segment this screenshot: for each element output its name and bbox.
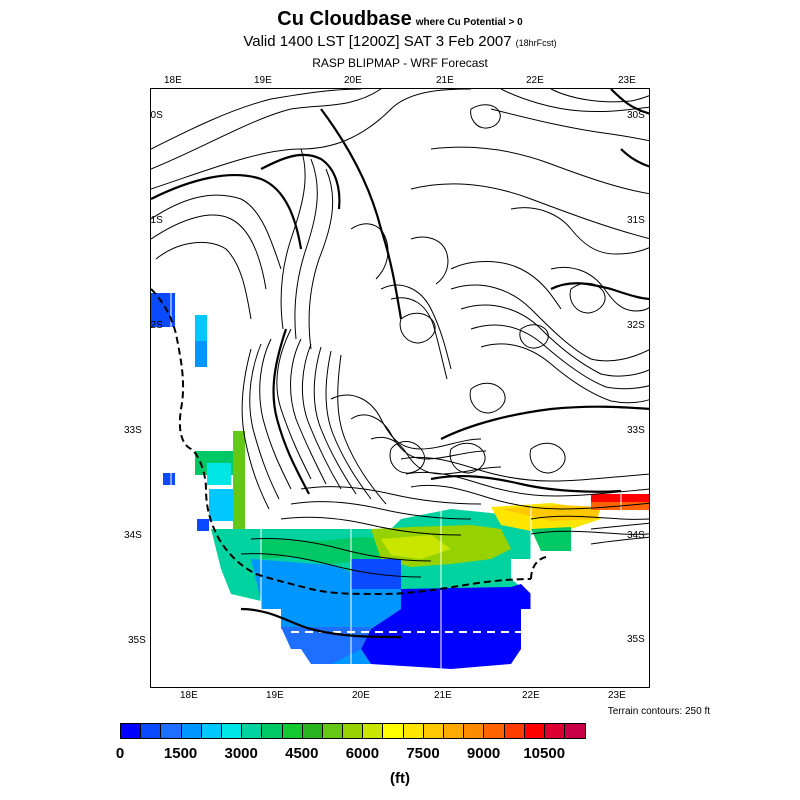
colorbar-swatch xyxy=(302,724,323,738)
right-lat-label: 30S xyxy=(627,110,645,121)
colorbar-swatch xyxy=(161,724,182,738)
right-lat-label: 34S xyxy=(627,530,645,541)
right-lat-label: 35S xyxy=(627,634,645,645)
map-title: Cu Cloudbase where Cu Potential > 0 xyxy=(0,8,800,31)
fill-cell xyxy=(209,489,233,521)
colorbar-swatch xyxy=(322,724,344,738)
map-canvas xyxy=(151,89,649,687)
left-lat-label: 34S xyxy=(124,530,142,541)
colorbar-swatch xyxy=(262,724,283,738)
colorbar-label: 10500 xyxy=(523,745,566,762)
bottom-lon-label: 20E xyxy=(352,690,370,701)
right-lat-label: 33S xyxy=(627,425,645,436)
map-area: 30S 31S 32S 30S 31S 32S 33S 34S 35S xyxy=(150,88,650,688)
fill-region xyxy=(361,584,531,669)
valid-time: Valid 1400 LST [1200Z] SAT 3 Feb 2007 (18… xyxy=(0,33,800,50)
top-lon-label: 22E xyxy=(526,75,544,86)
colorbar-label: 0 xyxy=(115,745,125,762)
colorbar xyxy=(120,723,587,739)
bottom-lon-label: 22E xyxy=(522,690,540,701)
colorbar-label: 3000 xyxy=(224,745,258,762)
colorbar-swatch xyxy=(544,724,566,738)
graticule xyxy=(170,89,622,687)
top-lon-label: 20E xyxy=(344,75,362,86)
colorbar-label: 1500 xyxy=(163,745,198,762)
colorbar-swatch xyxy=(221,724,243,738)
top-lon-label: 18E xyxy=(164,75,182,86)
bottom-lon-label: 23E xyxy=(608,690,626,701)
coastline xyxy=(151,288,547,596)
colorbar-swatch xyxy=(282,724,303,738)
top-lon-label: 23E xyxy=(618,75,636,86)
fill-cell xyxy=(163,473,175,485)
colorbar-swatch xyxy=(403,724,424,738)
colorbar-swatch xyxy=(383,724,404,738)
fill-cell xyxy=(591,494,649,502)
colorbar-swatch xyxy=(343,724,364,738)
left-lat-label: 30S xyxy=(150,110,163,121)
colorbar-swatch xyxy=(484,724,505,738)
left-lat-label: 33S xyxy=(124,425,142,436)
terrain-contours xyxy=(151,89,649,578)
colorbar-label: 7500 xyxy=(406,745,440,762)
colorbar-label: 6000 xyxy=(345,745,380,762)
top-lon-label: 19E xyxy=(254,75,272,86)
fill-cell xyxy=(195,341,207,367)
fill-cell xyxy=(197,519,209,531)
colorbar-swatch xyxy=(565,724,586,738)
left-lat-label: 35S xyxy=(128,635,146,646)
colorbar-label: 4500 xyxy=(285,745,319,762)
left-lat-label: 31S xyxy=(150,215,163,226)
terrain-contour-note: Terrain contours: 250 ft xyxy=(607,706,710,717)
colorbar-swatch xyxy=(201,724,222,738)
colorbar-swatch xyxy=(181,724,202,738)
fill-cell xyxy=(207,463,231,485)
colorbar-swatch xyxy=(524,724,545,738)
fill-cell xyxy=(233,431,245,539)
model-name: RASP BLIPMAP - WRF Forecast xyxy=(312,56,488,70)
colorbar-swatch xyxy=(363,724,384,738)
title-main: Cu Cloudbase xyxy=(277,8,412,30)
colorbar-swatch xyxy=(242,724,263,738)
fill-region xyxy=(531,527,571,551)
colorbar-swatch xyxy=(504,724,525,738)
forecast-hours: (18hrFcst) xyxy=(515,38,557,48)
cloudbase-fill xyxy=(151,293,649,669)
colorbar-swatch xyxy=(444,724,465,738)
colorbar-swatch xyxy=(141,724,162,738)
colorbar-label: 9000 xyxy=(466,745,501,762)
colorbar-swatch xyxy=(121,724,142,738)
title-note: where Cu Potential > 0 xyxy=(415,17,523,28)
fill-region xyxy=(381,535,451,559)
colorbar-swatch xyxy=(464,724,485,738)
terrain-contours-bold xyxy=(151,89,649,639)
right-lat-label: 32S xyxy=(627,320,645,331)
bottom-lon-label: 19E xyxy=(266,690,284,701)
bottom-lon-label: 21E xyxy=(434,690,452,701)
bottom-lon-label: 18E xyxy=(180,690,198,701)
colorbar-units: (ft) xyxy=(390,770,410,787)
left-lat-label: 32S xyxy=(150,320,163,331)
colorbar-swatch xyxy=(423,724,444,738)
valid-time-text: Valid 1400 LST [1200Z] SAT 3 Feb 2007 xyxy=(243,33,512,50)
right-lat-label: 31S xyxy=(627,215,645,226)
top-lon-label: 21E xyxy=(436,75,454,86)
